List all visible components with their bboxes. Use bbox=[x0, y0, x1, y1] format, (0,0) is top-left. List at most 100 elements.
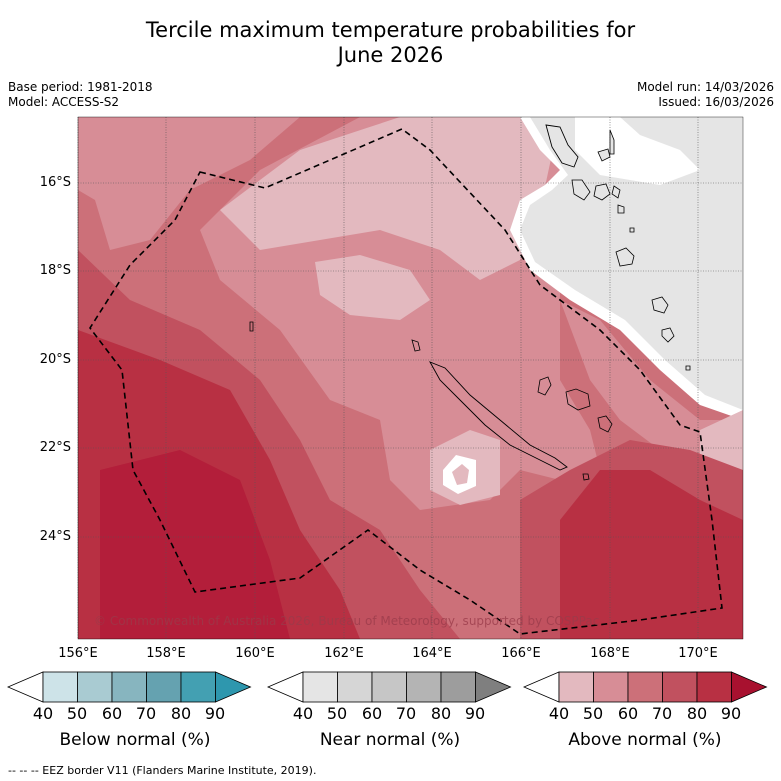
colorbar-1-segment-5 bbox=[440, 671, 476, 703]
colorbar-below-normal bbox=[6, 671, 252, 703]
model-run: Model run: 14/03/2026 bbox=[636, 80, 774, 94]
lat-label-24: 24°S bbox=[39, 529, 71, 544]
cb2-tick-60: 60 bbox=[617, 704, 639, 723]
lon-label-156: 156°E bbox=[58, 646, 98, 661]
island-belep bbox=[411, 339, 421, 352]
lon-label-166: 166°E bbox=[501, 646, 541, 661]
colorbar-0-segment-5 bbox=[180, 671, 216, 703]
probability-field bbox=[78, 117, 743, 639]
cb0-tick-90: 90 bbox=[204, 704, 226, 723]
copyright-notice: © Commonwealth of Australia 2026, Bureau… bbox=[94, 614, 600, 628]
cb1-tick-60: 60 bbox=[361, 704, 383, 723]
colorbar-2-segment-5 bbox=[696, 671, 732, 703]
shade-50-60-east bbox=[560, 300, 743, 480]
colorbar-2-segment-1 bbox=[558, 671, 594, 703]
island-ambrym bbox=[593, 183, 611, 201]
cb1-tick-40: 40 bbox=[292, 704, 314, 723]
cb0-tick-50: 50 bbox=[66, 704, 88, 723]
colorbar-title-near: Near normal (%) bbox=[319, 730, 461, 750]
island-ouvea bbox=[537, 376, 552, 396]
shade-40-50-north bbox=[220, 117, 560, 280]
island-tanna bbox=[661, 327, 675, 343]
left-meta: Base period: 1981-2018 Model: ACCESS-S2 bbox=[8, 80, 153, 110]
island-epi bbox=[617, 204, 625, 214]
colorbar-title-below: Below normal (%) bbox=[59, 730, 211, 750]
island-espiritu-santo bbox=[545, 124, 579, 168]
lon-label-164: 164°E bbox=[412, 646, 452, 661]
inner-spot bbox=[452, 464, 469, 485]
cb2-tick-40: 40 bbox=[548, 704, 570, 723]
colorbar-2-upper-extend bbox=[731, 671, 768, 703]
colorbar-above-normal bbox=[522, 671, 768, 703]
cb0-tick-60: 60 bbox=[101, 704, 123, 723]
colorbar-0-segment-4 bbox=[146, 671, 182, 703]
cb2-tick-80: 80 bbox=[686, 704, 708, 723]
colorbar-ticks: 40 50 60 70 80 90 40 50 60 70 80 90 40 5… bbox=[0, 704, 781, 728]
lon-label-170: 170°E bbox=[678, 646, 718, 661]
colorbar-1-segment-3 bbox=[371, 671, 407, 703]
lon-label-168: 168°E bbox=[590, 646, 630, 661]
island-shepherd bbox=[629, 227, 635, 233]
lon-label-160: 160°E bbox=[235, 646, 275, 661]
colorbar-1-segment-4 bbox=[406, 671, 442, 703]
map-frame bbox=[77, 116, 744, 640]
colorbar-1-segment-2 bbox=[337, 671, 373, 703]
colorbar-0-segment-2 bbox=[77, 671, 113, 703]
colorbar-0-lower-extend bbox=[6, 671, 44, 703]
island-efate bbox=[615, 247, 635, 267]
colorbar-title-above: Above normal (%) bbox=[568, 730, 722, 750]
colorbar-2-segment-3 bbox=[627, 671, 663, 703]
island-pines bbox=[582, 473, 590, 481]
cb2-tick-70: 70 bbox=[651, 704, 673, 723]
lat-label-18: 18°S bbox=[39, 263, 71, 278]
right-meta: Model run: 14/03/2026 Issued: 16/03/2026 bbox=[637, 80, 774, 110]
new-caledonia-mainland bbox=[428, 361, 568, 471]
cb0-tick-70: 70 bbox=[135, 704, 157, 723]
colorbar-1-upper-extend bbox=[475, 671, 512, 703]
island-paama bbox=[611, 185, 621, 199]
island-chesterfield bbox=[249, 321, 254, 332]
cb0-tick-40: 40 bbox=[32, 704, 54, 723]
island-aneityum bbox=[685, 365, 691, 371]
lon-label-162: 162°E bbox=[324, 646, 364, 661]
colorbar-near-normal bbox=[266, 671, 512, 703]
colorbar-0-segment-3 bbox=[111, 671, 147, 703]
colorbar-0-upper-extend bbox=[215, 671, 252, 703]
shade-90-west bbox=[100, 450, 290, 639]
colorbar-2-lower-extend bbox=[522, 671, 560, 703]
cb2-tick-50: 50 bbox=[582, 704, 604, 723]
colorbars-svg bbox=[6, 671, 768, 703]
model-name: Model: ACCESS-S2 bbox=[8, 95, 120, 109]
colorbar-0-segment-1 bbox=[42, 671, 78, 703]
lat-label-16: 16°S bbox=[39, 175, 71, 190]
island-erromango bbox=[651, 296, 669, 314]
island-lifou bbox=[565, 388, 591, 411]
title-line-1: Tercile maximum temperature probabilitie… bbox=[145, 18, 636, 42]
eez-border bbox=[89, 128, 723, 635]
title-line-2: June 2026 bbox=[337, 43, 444, 67]
colorbar-2-segment-2 bbox=[593, 671, 629, 703]
island-malekula bbox=[571, 179, 591, 201]
cb0-tick-80: 80 bbox=[170, 704, 192, 723]
shade-80-90-se bbox=[560, 470, 743, 639]
near-normal-gap bbox=[575, 117, 700, 185]
base-period: Base period: 1981-2018 bbox=[8, 80, 153, 94]
shade-50-60-nw bbox=[78, 117, 300, 250]
issued-date: Issued: 16/03/2026 bbox=[658, 95, 774, 109]
lon-label-158: 158°E bbox=[146, 646, 186, 661]
island-pentecost bbox=[609, 129, 615, 155]
cb1-tick-80: 80 bbox=[430, 704, 452, 723]
cb1-tick-70: 70 bbox=[395, 704, 417, 723]
island-mare bbox=[597, 415, 613, 433]
cb2-tick-90: 90 bbox=[720, 704, 742, 723]
eez-footnote: -- -- -- EEZ border V11 (Flanders Marine… bbox=[8, 764, 317, 777]
colorbar-1-segment-1 bbox=[302, 671, 338, 703]
colorbar-1-lower-extend bbox=[266, 671, 304, 703]
cb1-tick-90: 90 bbox=[464, 704, 486, 723]
cb1-tick-50: 50 bbox=[326, 704, 348, 723]
colorbar-2-segment-4 bbox=[662, 671, 698, 703]
lat-label-22: 22°S bbox=[39, 440, 71, 455]
map-title: Tercile maximum temperature probabilitie… bbox=[0, 18, 781, 68]
island-maewo bbox=[597, 148, 611, 162]
